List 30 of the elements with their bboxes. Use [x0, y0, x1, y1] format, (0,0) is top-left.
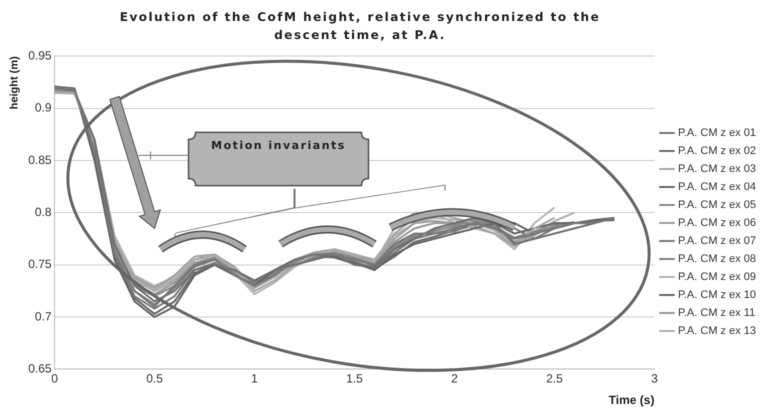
- x-axis-title: Time (s): [608, 393, 654, 408]
- y-tick-label: 0.85: [28, 152, 52, 167]
- legend-label: P.A. CM z ex 08: [678, 253, 756, 266]
- y-tick-label: 0.9: [34, 100, 52, 115]
- x-tick-label: 2.5: [546, 372, 564, 386]
- legend-label: P.A. CM z ex 03: [678, 163, 756, 176]
- chart-title: Evolution of the CofM height, relative synchronized to the descent time, at P.A.: [118, 9, 602, 44]
- legend-label: P.A. CM z ex 05: [678, 199, 756, 212]
- legend-label: P.A. CM z ex 13: [678, 325, 756, 338]
- x-tick-label: 3: [651, 372, 658, 386]
- y-tick-label: 0.8: [34, 205, 52, 220]
- legend-label: P.A. CM z ex 10: [678, 289, 756, 302]
- legend-label: P.A. CM z ex 01: [678, 127, 756, 140]
- y-axis-title: height (m): [8, 56, 21, 110]
- x-tick-label: 2: [451, 372, 458, 386]
- legend-label: P.A. CM z ex 06: [678, 217, 756, 230]
- legend-label: P.A. CM z ex 04: [678, 181, 756, 194]
- legend-label: P.A. CM z ex 07: [678, 235, 756, 248]
- y-tick-label: 0.65: [28, 362, 52, 376]
- x-tick-label: 0: [51, 372, 58, 386]
- x-tick-label: 1: [251, 372, 258, 386]
- y-tick-label: 0.95: [28, 48, 52, 63]
- legend-label: P.A. CM z ex 09: [678, 271, 756, 284]
- x-tick-label: 1.5: [346, 372, 364, 386]
- y-tick-label: 0.7: [34, 309, 52, 324]
- annotation: Motion invariants: [210, 138, 347, 154]
- y-tick-label: 0.75: [28, 257, 52, 272]
- legend-label: P.A. CM z ex 11: [678, 307, 756, 320]
- legend-label: P.A. CM z ex 02: [678, 145, 756, 158]
- x-tick-label: 0.5: [146, 372, 164, 386]
